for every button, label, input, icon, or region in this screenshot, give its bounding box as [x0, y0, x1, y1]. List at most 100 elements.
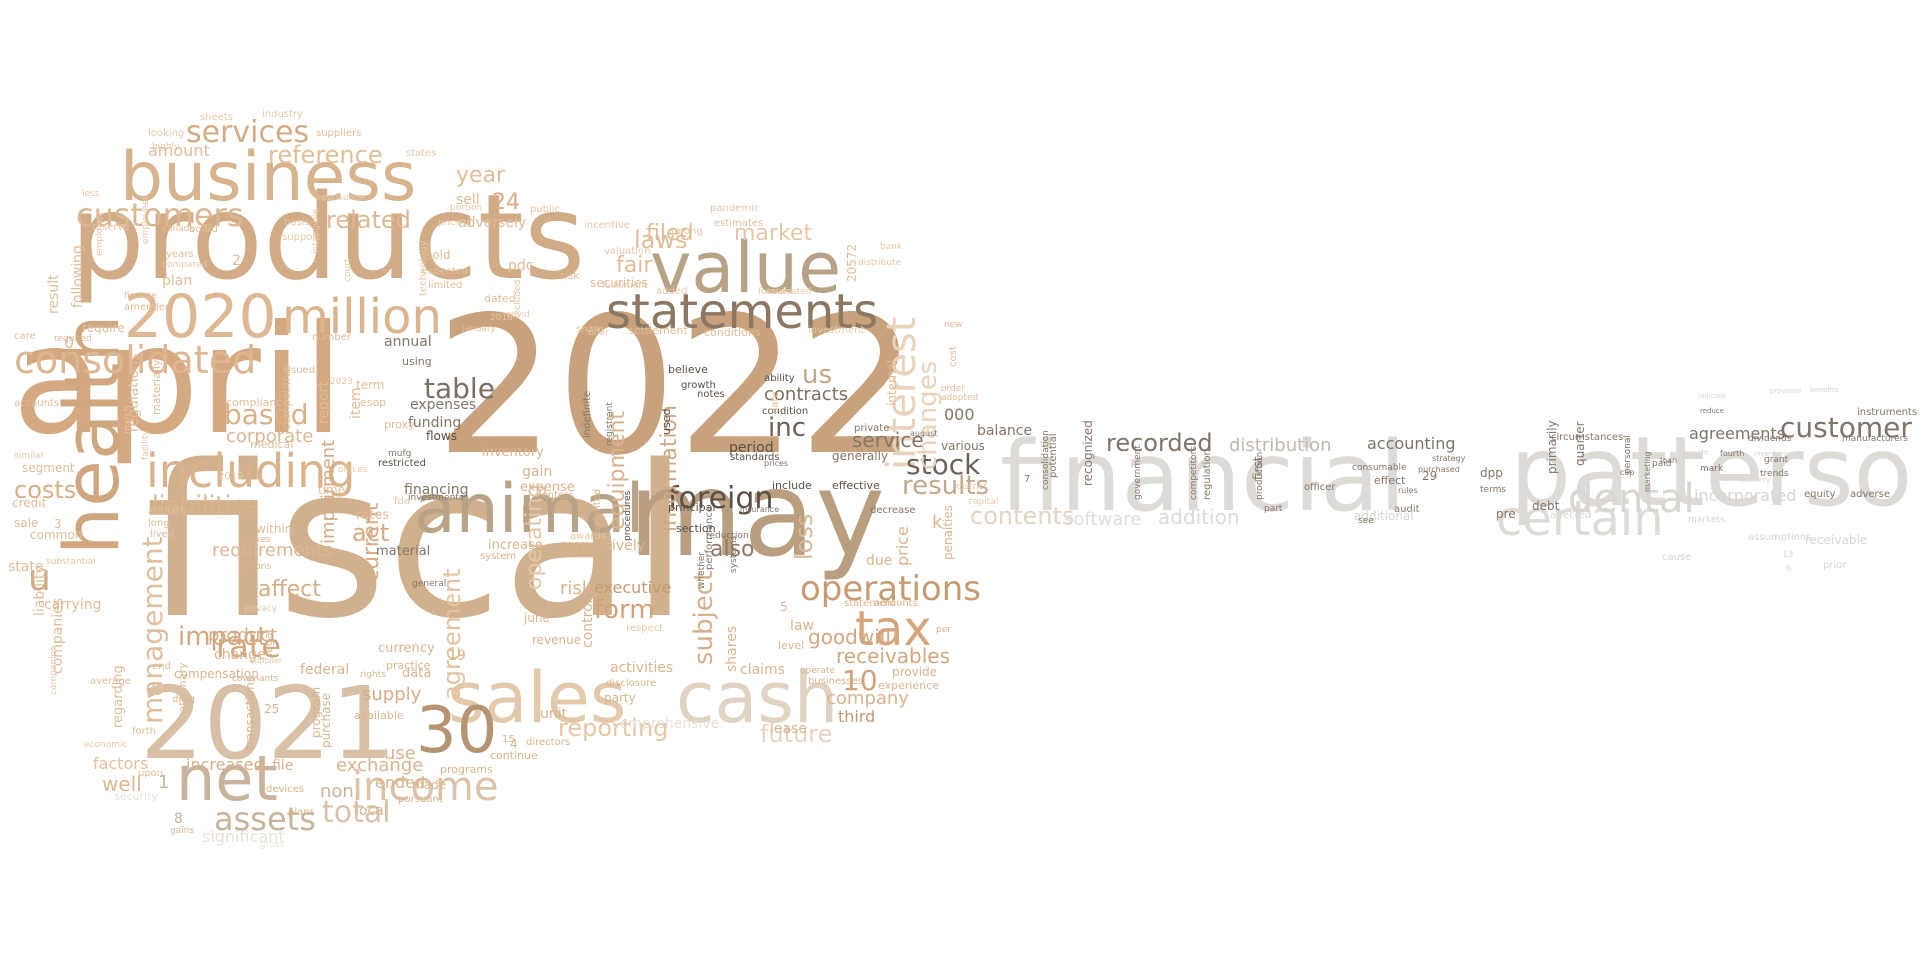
word-experience: experience — [878, 679, 939, 692]
word-respectively: respectively — [560, 538, 645, 554]
word-companies: companies — [50, 598, 66, 674]
word-recognized: recognized — [1081, 420, 1095, 486]
word-price: price — [893, 526, 912, 566]
word-risks: risks — [560, 578, 602, 599]
word-equipment: equipment — [605, 411, 630, 530]
word-programs: programs — [440, 763, 493, 776]
word-offices: offices — [338, 465, 368, 475]
word-software: software — [1064, 509, 1141, 530]
word-restricted: restricted — [378, 458, 426, 469]
word-form: form — [594, 595, 655, 625]
word-products: products — [70, 168, 585, 306]
word-incentive: incentive — [584, 220, 630, 231]
word-per: per — [936, 625, 951, 635]
word-item: item — [348, 387, 364, 419]
word-adversely: adversely — [458, 215, 526, 231]
word-manufacturers: manufacturers — [1842, 434, 1908, 444]
word-report: report — [316, 381, 332, 424]
word-fair: fair — [616, 253, 653, 278]
word-settlement: settlement — [628, 324, 688, 337]
word-strategy: strategy — [1432, 454, 1466, 463]
word-generally: generally — [832, 449, 888, 463]
word-finance: finance — [124, 291, 158, 301]
word-investment: investment — [808, 325, 865, 336]
word-fulfillment: fulfillment — [602, 281, 648, 291]
word-operating: operating — [522, 484, 547, 590]
word-consolidation: consolidation — [1041, 430, 1051, 490]
word-provide: provide — [892, 665, 937, 679]
word-affect: affect — [258, 577, 321, 602]
word-party: party — [604, 691, 636, 705]
word-13: 13 — [1782, 550, 1793, 560]
word-gains: gains — [170, 826, 194, 836]
word-prices: prices — [764, 459, 788, 468]
word-24: 24 — [492, 190, 520, 215]
word-health: health — [47, 314, 136, 555]
word-total: total — [322, 795, 391, 830]
word-current: current — [359, 502, 384, 582]
word-valuation: valuation — [604, 246, 650, 257]
word-consumable: consumable — [1352, 463, 1407, 473]
word-29: 29 — [1422, 469, 1437, 483]
word-purchased: purchased — [1418, 465, 1460, 474]
word-share: share — [576, 324, 604, 335]
word-systems: systems — [729, 535, 739, 573]
word-costs: costs — [14, 476, 76, 504]
word-activities: activities — [610, 660, 673, 676]
word-product: product — [208, 625, 277, 646]
word-well: well — [102, 772, 142, 796]
word-performance: performance — [704, 506, 715, 570]
word-change: change — [214, 647, 266, 663]
word-indefinite: indefinite — [582, 391, 593, 438]
word-basis: basis — [284, 217, 310, 228]
word-rate: rate — [216, 627, 281, 665]
word-regulations: regulations — [126, 354, 142, 432]
word-various: various — [941, 439, 985, 453]
word-level: level — [778, 639, 804, 652]
word-estimates: estimates — [714, 218, 763, 229]
word-materially: materially — [150, 359, 163, 415]
word-district: district — [956, 482, 988, 492]
word-segment: segment — [22, 461, 75, 475]
word-states: states — [406, 148, 437, 159]
word-2018: 2018 — [490, 313, 513, 323]
word-taxes: taxes — [246, 535, 271, 545]
word-pdc: pdc — [508, 258, 533, 274]
word-privacy: privacy — [244, 604, 278, 614]
word-notes: notes — [697, 389, 725, 400]
word-claims: claims — [740, 662, 785, 678]
word-new: new — [944, 320, 963, 330]
word-awards: awards — [570, 531, 606, 542]
word-rules: rules — [1398, 486, 1418, 495]
word-consolidated: consolidated — [14, 338, 256, 382]
word-facility: facility — [141, 429, 151, 460]
word-markets: markets — [1688, 515, 1725, 525]
word-sales: sales — [448, 657, 626, 739]
word-term: term — [356, 378, 385, 392]
word-reserve: reserve — [92, 222, 130, 233]
word-credit: credit — [12, 496, 47, 510]
word-public: public — [530, 204, 560, 215]
word-economic: economic — [84, 740, 127, 750]
word-long: long — [148, 518, 170, 529]
word-2023: 2023 — [330, 377, 353, 387]
word-liability: liability — [32, 565, 48, 616]
word-2021: 2021 — [140, 665, 395, 782]
word-board: board — [189, 224, 218, 235]
word-end: end — [152, 661, 171, 672]
word-million: million — [282, 289, 442, 345]
word-net: net — [176, 742, 278, 815]
word-rates: rates — [356, 508, 389, 523]
word-customer: customer — [1780, 411, 1912, 444]
word-technology: technology — [418, 240, 429, 296]
word-2022: 2022 — [435, 276, 919, 497]
word-esop: esop — [360, 396, 386, 409]
word-control: control — [580, 599, 596, 648]
word-january: january — [461, 324, 497, 334]
word-effective: effective — [832, 479, 880, 492]
word-directors: directors — [526, 737, 570, 748]
word-regarding: regarding — [111, 665, 126, 728]
word-result: result — [46, 274, 62, 314]
word-part: part — [1264, 504, 1283, 514]
